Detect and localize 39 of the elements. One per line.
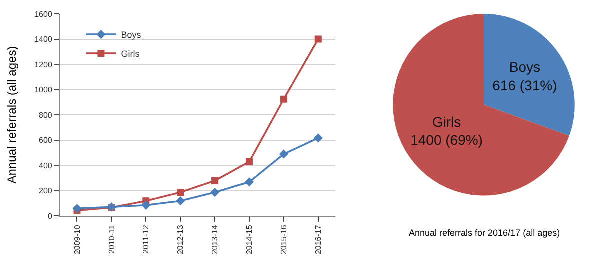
point [176,196,186,206]
point [280,96,288,103]
text: Annual referrals for 2016/17 (all ages) [409,228,560,238]
point [210,188,220,198]
point [279,150,288,159]
point [212,177,219,184]
point [314,36,322,43]
data-label: 1400 (69%) [410,132,483,148]
point [142,200,151,210]
x-tick-label: 2009-10 [72,224,82,255]
y-tick-label: 800 [39,110,53,120]
pie-slice [393,14,570,196]
x-tick-label: 2014-15 [245,224,254,255]
x-tick-label: 2010-11 [107,224,116,254]
y-tick-label: 1600 [34,10,53,19]
x-tick-label: 2013-14 [210,224,220,255]
x-tick-label: 2011-12 [142,224,151,254]
point [314,134,323,143]
data-label: 616 (31%) [492,77,558,94]
slice-label: Girls [432,114,462,130]
legend-label: Girls [121,49,140,60]
y-tick-label: 1000 [34,86,53,95]
legend-label: Boys [121,30,142,40]
slice-label: Boys [509,59,540,76]
y-tick-label: 1200 [34,60,53,70]
y-axis-title: Annual referrals (all ages) [4,46,19,184]
point [177,189,184,196]
y-tick-label: 0 [48,212,53,221]
y-tick-label: 600 [39,136,53,146]
point [72,204,82,214]
point [244,178,254,187]
y-tick-label: 200 [39,186,53,196]
y-tick-label: 400 [39,161,53,170]
x-tick-label: 2015-16 [280,224,289,255]
x-tick-label: 2016-17 [314,224,323,255]
pie-slice [484,14,575,136]
x-tick-label: 2012-13 [176,224,186,255]
y-tick-label: 1400 [34,35,53,44]
point [246,158,253,166]
